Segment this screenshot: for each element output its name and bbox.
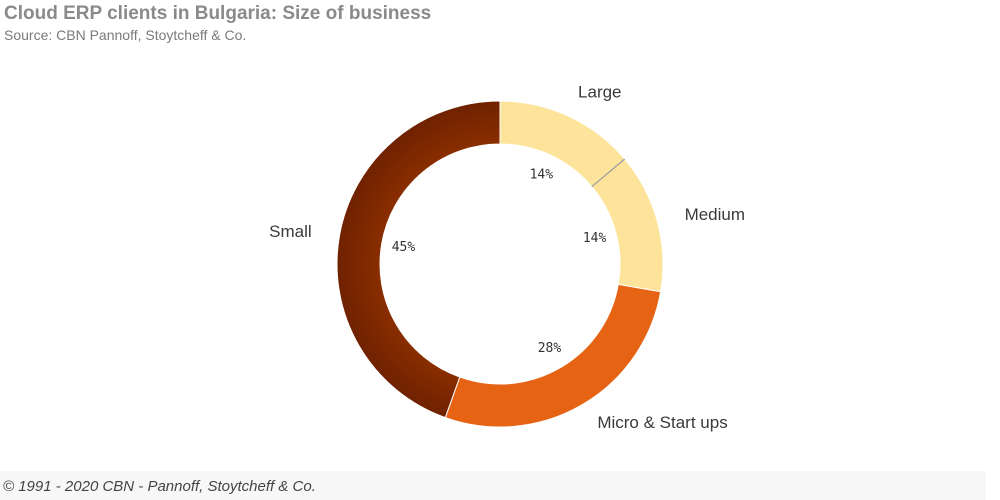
label-small: Small — [269, 222, 312, 241]
label-large: Large — [578, 83, 621, 102]
donut-chart: Large 14% Medium 14% Micro & Start ups 28% Sma… — [269, 83, 745, 432]
slice-medium — [591, 158, 664, 293]
slice-large — [499, 100, 626, 188]
footer-bar: © 1991 - 2020 CBN - Pannoff, Stoytcheff … — [0, 471, 986, 500]
label-micro-start-ups: Micro & Start ups — [597, 413, 727, 432]
chart-source: Source: CBN Pannoff, Stoytcheff & Co. — [4, 27, 247, 43]
value-label-large: 14% — [530, 168, 554, 183]
value-label-micro-start-ups: 28% — [538, 341, 562, 356]
slice-separator — [591, 158, 626, 188]
copyright-text: © 1991 - 2020 CBN - Pannoff, Stoytcheff … — [3, 478, 316, 495]
value-label-small: 45% — [392, 240, 416, 255]
slice-small — [336, 100, 501, 419]
value-label-medium: 14% — [583, 231, 607, 246]
label-medium: Medium — [685, 205, 745, 224]
chart-title: Cloud ERP clients in Bulgaria: Size of b… — [4, 3, 432, 24]
